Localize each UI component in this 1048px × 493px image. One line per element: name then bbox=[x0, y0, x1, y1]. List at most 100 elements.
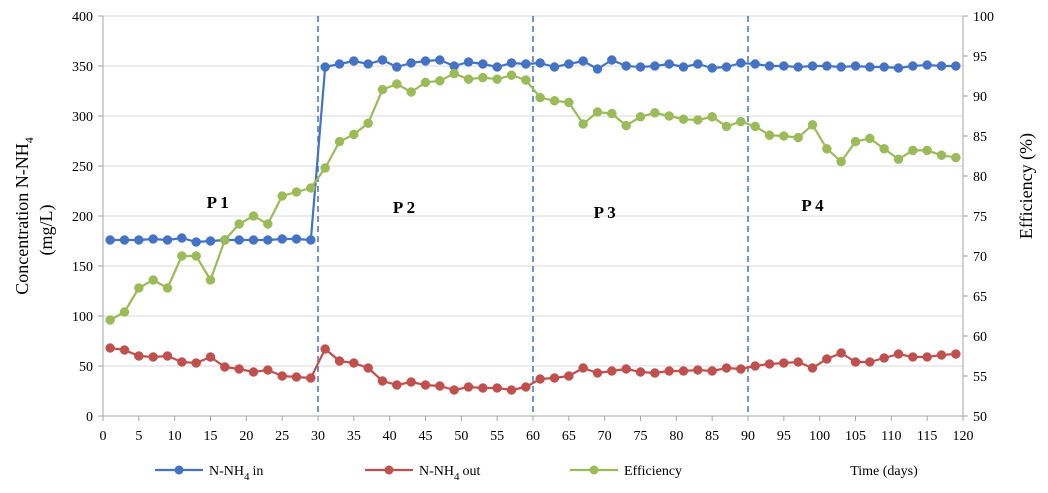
data-point bbox=[248, 211, 259, 221]
data-point bbox=[721, 121, 732, 132]
data-point bbox=[234, 235, 244, 245]
data-point bbox=[635, 112, 646, 122]
data-point bbox=[492, 383, 502, 393]
legend-layer: N-NH4 in N-NH4 out Efficiency Time (days) bbox=[155, 464, 918, 483]
data-point bbox=[822, 144, 832, 154]
data-point bbox=[277, 191, 287, 201]
data-point bbox=[750, 361, 760, 371]
data-point bbox=[793, 357, 803, 367]
data-point bbox=[205, 352, 216, 362]
data-point bbox=[148, 275, 158, 285]
data-point bbox=[449, 385, 459, 395]
data-point bbox=[707, 112, 717, 122]
data-point bbox=[578, 56, 588, 66]
data-point bbox=[205, 275, 216, 285]
data-point bbox=[463, 57, 474, 67]
data-point bbox=[850, 357, 861, 367]
y-right-tick-label: 55 bbox=[973, 370, 987, 385]
data-point bbox=[893, 63, 904, 73]
data-point bbox=[908, 352, 918, 362]
y-left-axis-title-unit: (mg/L) bbox=[36, 205, 57, 256]
y-left-tick-label: 50 bbox=[79, 360, 93, 375]
data-point bbox=[177, 233, 187, 243]
data-point bbox=[779, 358, 789, 368]
data-point bbox=[377, 55, 388, 65]
x-tick-label: 65 bbox=[562, 429, 576, 444]
data-point bbox=[807, 61, 818, 71]
data-point bbox=[750, 59, 760, 69]
x-tick-label: 25 bbox=[275, 429, 289, 444]
data-point bbox=[736, 364, 746, 374]
data-point bbox=[320, 163, 330, 173]
y-left-tick-label: 200 bbox=[72, 210, 93, 225]
data-point bbox=[363, 118, 373, 128]
series-layer bbox=[105, 55, 961, 395]
legend-label-main: N-NH bbox=[209, 464, 244, 479]
legend-label: N-NH4 out bbox=[419, 464, 481, 483]
data-point bbox=[922, 145, 932, 156]
data-point bbox=[306, 373, 316, 383]
phase-label-2: P 2 bbox=[393, 198, 415, 217]
data-point bbox=[822, 61, 832, 71]
data-point bbox=[349, 129, 359, 140]
data-point bbox=[435, 381, 445, 391]
data-point bbox=[521, 75, 531, 85]
data-point bbox=[506, 58, 517, 68]
data-point bbox=[922, 352, 932, 362]
data-point bbox=[105, 315, 115, 325]
data-point bbox=[377, 84, 388, 95]
legend-marker bbox=[174, 465, 184, 475]
x-tick-label: 75 bbox=[634, 429, 648, 444]
x-tick-label: 100 bbox=[809, 429, 830, 444]
y-left-tick-label: 0 bbox=[86, 410, 93, 425]
data-point bbox=[764, 359, 775, 369]
series-2 bbox=[105, 343, 961, 395]
data-point bbox=[162, 235, 173, 245]
x-tick-label: 35 bbox=[347, 429, 361, 444]
data-point bbox=[263, 219, 273, 229]
data-point bbox=[162, 351, 173, 361]
x-tick-label: 30 bbox=[311, 429, 325, 444]
data-point bbox=[406, 58, 416, 68]
data-point bbox=[664, 366, 674, 376]
data-point bbox=[736, 116, 746, 127]
data-point bbox=[105, 343, 115, 353]
data-point bbox=[162, 283, 173, 293]
y-right-tick-label: 75 bbox=[973, 210, 987, 225]
data-point bbox=[334, 59, 345, 69]
data-point bbox=[277, 371, 287, 381]
y-left-tick-label: 400 bbox=[72, 10, 93, 25]
data-point bbox=[893, 154, 904, 164]
data-point bbox=[392, 79, 402, 89]
data-point bbox=[693, 365, 703, 375]
data-point bbox=[621, 61, 631, 71]
data-point bbox=[119, 235, 130, 245]
data-point bbox=[291, 234, 302, 244]
data-point bbox=[549, 373, 560, 383]
y-right-tick-label: 100 bbox=[973, 10, 994, 25]
data-point bbox=[951, 349, 961, 359]
data-point bbox=[664, 59, 674, 69]
data-point bbox=[707, 63, 717, 73]
data-point bbox=[248, 235, 259, 245]
data-point bbox=[177, 357, 187, 367]
data-point bbox=[607, 108, 617, 119]
legend-label: N-NH4 in bbox=[209, 464, 263, 483]
data-point bbox=[119, 345, 130, 355]
phase-layer bbox=[317, 16, 749, 416]
data-point bbox=[951, 61, 961, 71]
data-point bbox=[435, 55, 445, 65]
y-left-axis-title: Concentration N-NH4 bbox=[12, 137, 36, 294]
data-point bbox=[879, 62, 889, 72]
data-point bbox=[134, 235, 144, 245]
data-point bbox=[220, 235, 230, 245]
x-tick-label: 95 bbox=[777, 429, 791, 444]
data-point bbox=[893, 349, 904, 359]
data-point bbox=[936, 350, 947, 360]
data-point bbox=[779, 131, 789, 141]
data-point bbox=[678, 62, 689, 72]
legend-item-3: Efficiency bbox=[570, 464, 682, 479]
x-tick-label: 50 bbox=[454, 429, 468, 444]
data-point bbox=[564, 371, 574, 381]
data-point bbox=[850, 61, 861, 71]
